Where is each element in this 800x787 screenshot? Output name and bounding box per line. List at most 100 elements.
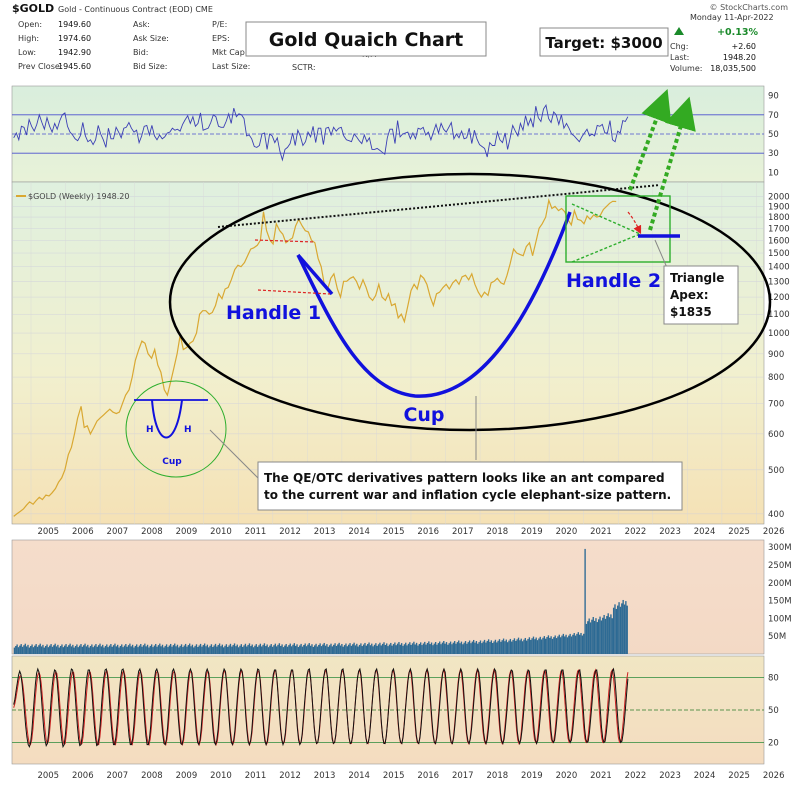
symbol-label: $GOLD	[12, 2, 54, 15]
volume-bar	[126, 646, 128, 654]
volume-bar	[289, 643, 291, 654]
volume-bar	[97, 645, 100, 654]
volume-bar	[349, 643, 351, 654]
volume-bar	[117, 644, 119, 654]
rsi-tick-label: 70	[768, 111, 779, 121]
volume-bar	[95, 644, 97, 654]
volume-bar	[228, 645, 230, 654]
volume-bar	[292, 644, 294, 654]
volume-bar	[197, 647, 199, 654]
volume-bar	[485, 642, 487, 654]
volume-bar	[106, 644, 108, 654]
volume-bar	[222, 647, 225, 654]
volume-bar	[369, 645, 372, 654]
volume-bar	[501, 640, 503, 654]
volume-bar	[557, 636, 559, 654]
volume-bar	[568, 635, 570, 654]
volume-bar	[32, 647, 35, 654]
volume-bar	[121, 644, 123, 654]
volume-bar	[525, 640, 528, 654]
volume-bar	[391, 645, 393, 654]
volume-bar	[456, 642, 459, 654]
volume-bar	[290, 646, 293, 654]
x-tick-label: 2026	[763, 771, 785, 781]
volume-bar	[396, 643, 399, 654]
volume-bar	[619, 606, 622, 654]
volume-bar	[250, 646, 252, 654]
volume-bar	[520, 638, 522, 654]
volume-bar	[218, 643, 221, 654]
volume-bar	[535, 637, 537, 654]
volume-bar	[119, 645, 122, 654]
stat-key: Last:	[670, 53, 689, 62]
volume-bar	[406, 645, 408, 654]
volume-bar	[155, 643, 157, 654]
volume-bar	[198, 645, 200, 654]
volume-bar	[517, 637, 520, 654]
volume-bar	[262, 644, 264, 654]
volume-bar	[400, 643, 403, 654]
price-tick-label: 500	[768, 466, 784, 476]
volume-bar	[286, 646, 289, 654]
volume-bar	[165, 644, 168, 654]
volume-bar	[77, 647, 79, 654]
volume-bar	[608, 617, 611, 654]
volume-bar	[263, 643, 266, 654]
volume-bar	[516, 639, 518, 654]
volume-bar	[195, 644, 198, 654]
volume-bar	[186, 646, 188, 654]
volume-bar	[227, 646, 229, 654]
volume-bar	[220, 646, 222, 654]
volume-bar	[254, 645, 256, 654]
resistance-line	[217, 184, 661, 228]
volume-bar	[625, 601, 627, 654]
volume-panel	[11, 539, 765, 655]
volume-bar	[38, 645, 40, 654]
volume-bar	[58, 647, 60, 654]
volume-bar	[69, 643, 71, 654]
volume-bar	[394, 642, 396, 654]
volume-bar	[365, 645, 368, 654]
volume-bar	[482, 641, 484, 654]
volume-bar	[255, 644, 257, 654]
note-pointer-small	[209, 429, 261, 481]
volume-bar	[30, 646, 32, 654]
volume-bar	[193, 647, 195, 654]
price-tick-label: 1300	[768, 277, 790, 287]
title-box	[245, 21, 487, 57]
volume-bar	[600, 620, 603, 654]
volume-bar	[531, 638, 533, 654]
volume-bar	[43, 647, 45, 654]
volume-bar	[280, 645, 282, 654]
volume-bar	[108, 645, 111, 654]
volume-bar	[599, 616, 601, 654]
volume-bar	[178, 647, 180, 654]
volume-bar	[144, 643, 146, 654]
volume-bar	[357, 646, 359, 654]
volume-bar	[92, 647, 94, 654]
volume-bar	[25, 646, 28, 654]
x-tick-label: 2011	[245, 771, 267, 781]
volume-bar	[576, 633, 578, 654]
volume-bar	[307, 644, 309, 654]
volume-bar	[319, 643, 321, 654]
volume-bar	[27, 644, 29, 654]
volume-bar	[284, 645, 286, 654]
volume-bar	[358, 644, 361, 654]
volume-bar	[244, 643, 247, 654]
volume-bar	[146, 644, 149, 654]
volume-bar	[528, 637, 531, 654]
x-tick-label: 2010	[210, 527, 232, 537]
volume-bar	[153, 645, 156, 654]
volume-bar	[231, 646, 233, 654]
volume-bar	[610, 614, 612, 654]
volume-bar	[564, 636, 566, 654]
x-tick-label: 2008	[141, 527, 163, 537]
x-tick-label: 2018	[487, 527, 509, 537]
volume-bar	[444, 643, 446, 654]
x-tick-label: 2009	[176, 771, 198, 781]
volume-bar	[388, 644, 391, 654]
volume-bar	[73, 647, 75, 654]
